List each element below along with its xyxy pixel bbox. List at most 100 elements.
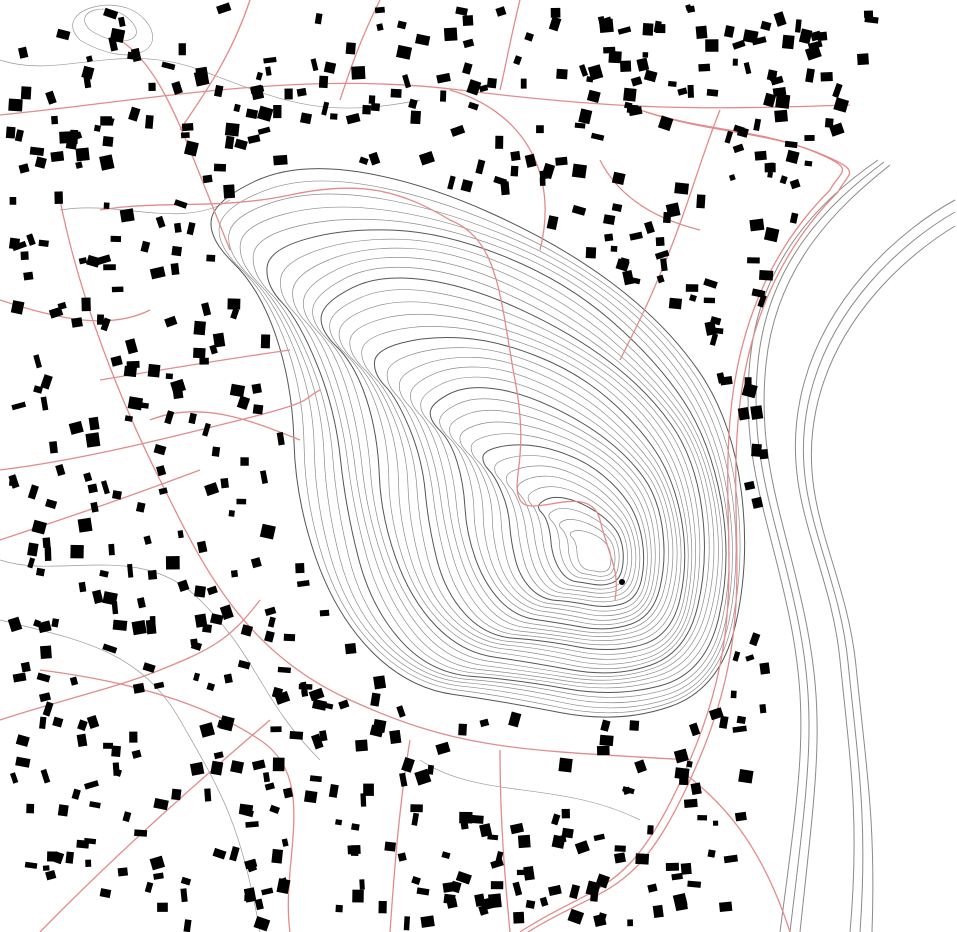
building xyxy=(217,719,228,730)
building xyxy=(180,876,192,886)
building xyxy=(738,769,754,784)
building xyxy=(373,675,387,690)
building xyxy=(272,757,285,772)
building xyxy=(223,184,236,199)
building xyxy=(397,852,407,862)
building xyxy=(206,254,216,262)
building xyxy=(513,55,523,66)
building xyxy=(551,813,561,826)
building xyxy=(111,745,121,758)
building xyxy=(774,109,788,123)
building xyxy=(86,55,93,63)
building xyxy=(49,441,58,454)
road xyxy=(679,769,791,932)
building xyxy=(56,28,71,41)
hill-contour xyxy=(505,465,637,598)
building xyxy=(500,181,510,196)
building xyxy=(458,723,467,736)
building xyxy=(209,344,218,355)
building xyxy=(479,823,493,838)
building xyxy=(193,672,201,682)
building xyxy=(213,84,224,98)
building xyxy=(351,823,360,831)
building xyxy=(685,284,699,292)
building xyxy=(597,912,607,923)
building xyxy=(770,75,784,86)
building xyxy=(284,88,293,100)
building xyxy=(736,715,746,725)
building xyxy=(39,716,47,730)
building xyxy=(671,872,683,881)
building xyxy=(119,208,135,223)
road xyxy=(39,719,271,932)
building xyxy=(78,581,87,593)
building xyxy=(359,879,365,890)
building xyxy=(12,672,27,683)
building xyxy=(237,659,251,670)
building xyxy=(112,619,128,631)
building xyxy=(123,365,138,378)
building xyxy=(384,841,397,852)
road xyxy=(0,82,851,116)
hill-contour xyxy=(239,206,733,704)
building xyxy=(751,36,767,46)
building xyxy=(805,68,815,83)
building xyxy=(71,317,83,328)
building xyxy=(789,178,801,190)
building xyxy=(657,115,674,132)
building xyxy=(695,25,708,39)
building xyxy=(103,742,113,749)
building xyxy=(236,498,247,505)
building xyxy=(8,475,17,487)
building xyxy=(193,320,206,336)
building xyxy=(267,616,276,628)
building xyxy=(140,240,151,253)
building xyxy=(20,86,32,100)
building xyxy=(541,162,556,180)
hill-contour xyxy=(338,301,696,665)
building xyxy=(723,25,735,38)
building xyxy=(44,547,52,561)
building xyxy=(276,432,285,446)
building xyxy=(245,108,259,120)
building xyxy=(753,118,762,132)
building xyxy=(178,43,186,56)
building xyxy=(378,900,387,914)
building xyxy=(251,759,266,771)
building xyxy=(211,446,221,457)
building xyxy=(227,298,241,310)
building xyxy=(51,618,60,628)
building xyxy=(216,2,232,15)
building xyxy=(240,624,254,637)
building xyxy=(673,748,689,764)
building xyxy=(829,122,845,137)
building xyxy=(247,134,261,144)
building xyxy=(775,93,791,109)
building xyxy=(629,720,640,731)
building xyxy=(129,731,138,743)
building xyxy=(255,71,263,81)
building xyxy=(389,729,402,744)
building xyxy=(462,15,474,26)
building xyxy=(15,756,31,768)
building xyxy=(647,883,658,893)
building xyxy=(411,876,421,885)
building xyxy=(660,258,668,272)
building xyxy=(233,103,241,113)
building xyxy=(84,780,99,790)
building xyxy=(71,788,81,800)
building xyxy=(261,887,274,896)
building xyxy=(23,271,34,281)
building xyxy=(296,87,307,97)
hill-contour xyxy=(398,356,678,641)
building xyxy=(642,52,649,58)
building xyxy=(251,383,262,394)
building xyxy=(55,463,66,477)
building xyxy=(310,58,319,72)
building xyxy=(147,363,161,378)
building xyxy=(299,112,313,125)
building xyxy=(87,483,98,494)
building xyxy=(745,654,755,662)
